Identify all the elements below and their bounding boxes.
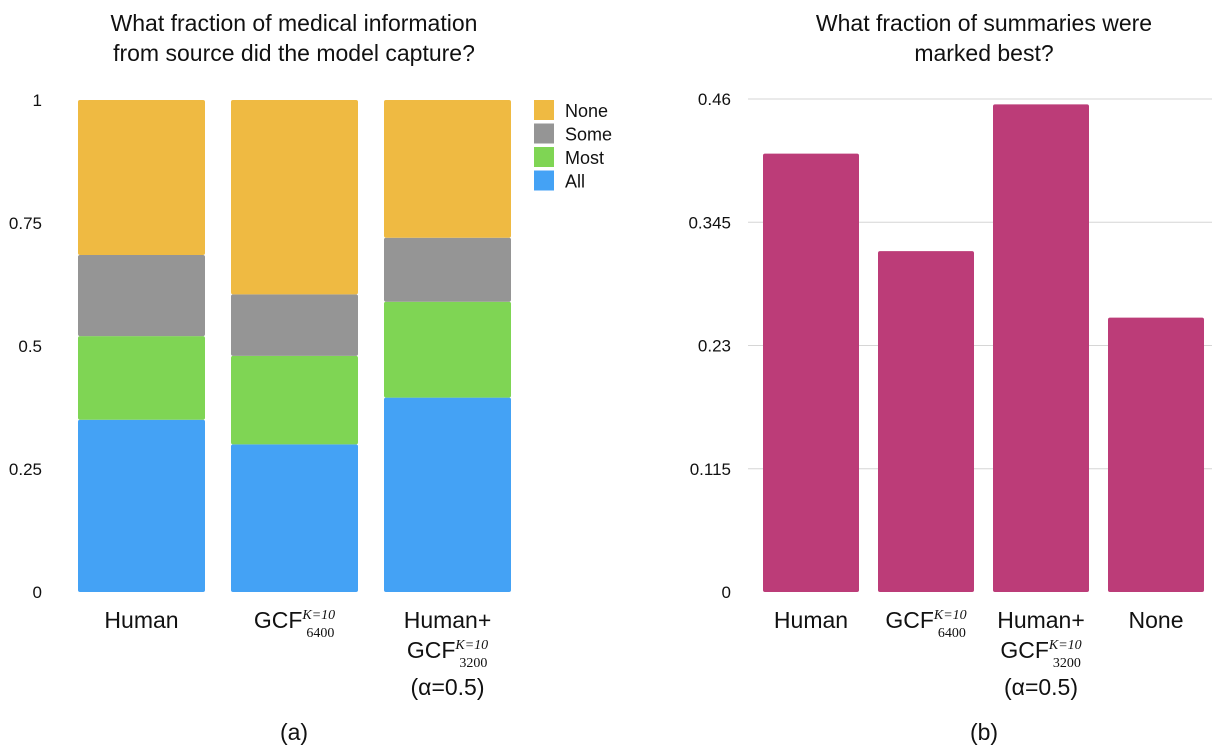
chart-b-ytick-0-345: 0.345	[688, 213, 731, 232]
chart-a-cat-human-label-line3: (α=0.5)	[410, 674, 484, 700]
chart-a-bar-2-none	[231, 100, 358, 295]
chart-b-cat-none-label-text: None	[1129, 607, 1184, 633]
chart-a-bar-1-some	[78, 254, 205, 337]
chart-a-legend-swatch-all	[534, 170, 554, 191]
chart-a-bar-3-all	[384, 397, 511, 592]
chart-a-bar-3-none	[384, 100, 511, 238]
chart-a-legend-label-all: All	[565, 172, 585, 192]
chart-b-cat-human-label-text: Human	[774, 607, 848, 633]
chart-b-cat-none-label: None	[1129, 607, 1184, 633]
chart-b-panel-label: (b)	[970, 719, 998, 745]
chart-b-bar-2	[878, 251, 974, 592]
chart-b-cat-gcf-gcf-label-text: GCFK=10 6400	[885, 607, 966, 641]
chart-a-legend-label-none: None	[565, 101, 608, 121]
chart-a-bar-1-all	[78, 419, 205, 592]
chart-a-ytick-0-75: 0.75	[9, 214, 42, 233]
chart-a-bar-3-some	[384, 237, 511, 302]
chart-a-cat-human-label: Human+	[404, 607, 492, 633]
chart-a-bar-2-all	[231, 444, 358, 592]
chart-a-cat-gcf-gcf-label-text: GCFK=10 6400	[254, 607, 335, 641]
chart-b-cat-human-label-line2-text: GCFK=10 3200	[1000, 637, 1081, 671]
chart-a-cat-human-label: Human	[104, 607, 178, 633]
chart-a-legend-label-most: Most	[565, 148, 604, 168]
chart-a-legend-swatch-none	[534, 100, 554, 120]
chart-b-ytick-0-23: 0.23	[698, 337, 731, 356]
chart-b-ytick-0-46: 0.46	[698, 90, 731, 109]
chart-a-ytick-1: 1	[33, 91, 42, 110]
chart-a-title-line-2: from source did the model capture?	[113, 40, 475, 66]
chart-a-ytick-0: 0	[33, 583, 42, 602]
chart-b-cat-gcf-gcf-label: GCFK=10 6400	[885, 607, 966, 641]
chart-b-cat-human-label-line3: (α=0.5)	[1004, 674, 1078, 700]
chart-b-bar-4	[1108, 317, 1204, 592]
chart-a-panel-label: (a)	[280, 719, 308, 745]
chart-a-legend-label-some: Some	[565, 125, 612, 145]
chart-a-cat-gcf-gcf-label: GCFK=10 6400	[254, 607, 335, 641]
chart-b-title-line-2: marked best?	[914, 40, 1053, 66]
chart-a-cat-human-label-line2-text: GCFK=10 3200	[407, 637, 488, 671]
chart-a-title-line-1: What fraction of medical information	[111, 10, 478, 36]
chart-b-cat-human-label: Human	[774, 607, 848, 633]
chart-b-title-line-1: What fraction of summaries were	[816, 10, 1152, 36]
chart-a-bar-1-most	[78, 336, 205, 420]
chart-a-bar-3-most	[384, 301, 511, 398]
chart-b-cat-human-label: Human+	[997, 607, 1085, 633]
chart-a-cat-human-label-text: Human+	[404, 607, 492, 633]
chart-a-bar-2-most	[231, 355, 358, 445]
chart-b-bar-1	[763, 153, 859, 592]
chart-b-ytick-0-115: 0.115	[690, 460, 731, 479]
chart-a-bar-1-none	[78, 100, 205, 255]
chart-a-cat-human-label-line2: GCFK=10 3200	[407, 637, 488, 671]
chart-a-ytick-0-25: 0.25	[9, 460, 42, 479]
chart-a-legend-swatch-most	[534, 147, 554, 167]
chart-b-bar-3	[993, 104, 1089, 592]
chart-a-cat-human-label-text: Human	[104, 607, 178, 633]
chart-b-cat-human-label-line2: GCFK=10 3200	[1000, 637, 1081, 671]
chart-b-cat-human-label-text: Human+	[997, 607, 1085, 633]
chart-b-ytick-0: 0	[722, 583, 731, 602]
chart-a-legend-swatch-some	[534, 123, 554, 144]
chart-a-ytick-0-5: 0.5	[18, 337, 42, 356]
chart-a-bar-2-some	[231, 294, 358, 356]
